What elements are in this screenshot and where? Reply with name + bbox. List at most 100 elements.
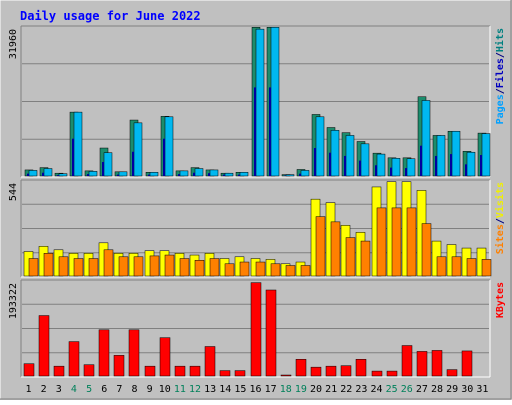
panel-kbytes: 193322 KBytes: [8, 280, 506, 377]
bar-sites-day-30: [467, 259, 476, 276]
bar-files-day-11: [180, 171, 188, 176]
x-tick-day-30: 30: [461, 384, 473, 395]
x-tick-day-28: 28: [431, 384, 443, 395]
x-tick-day-18: 18: [280, 384, 292, 395]
bar-pages-day-6: [102, 162, 104, 176]
bar-sites-day-13: [210, 259, 219, 276]
bar-pages-day-19: [299, 174, 301, 176]
bar-kbytes-day-28: [432, 350, 442, 376]
bar-sites-day-9: [150, 256, 159, 276]
bar-files-day-15: [240, 172, 248, 176]
bar-kbytes-day-29: [447, 370, 457, 376]
x-tick-day-29: 29: [446, 384, 458, 395]
bar-sites-day-29: [452, 257, 461, 276]
x-tick-day-27: 27: [416, 384, 428, 395]
bar-sites-day-8: [134, 257, 143, 276]
bar-pages-day-9: [148, 175, 150, 176]
bar-files-day-12: [195, 169, 203, 176]
bar-files-day-7: [119, 172, 127, 176]
bar-files-day-3: [59, 174, 67, 176]
bar-pages-day-3: [57, 175, 59, 176]
x-tick-day-3: 3: [56, 384, 62, 395]
bar-files-day-23: [361, 144, 369, 176]
bar-pages-day-8: [132, 152, 134, 176]
bar-sites-day-20: [316, 217, 325, 276]
bar-sites-day-16: [256, 262, 265, 276]
bar-kbytes-day-7: [114, 355, 124, 376]
bar-files-day-28: [437, 135, 445, 176]
bar-pages-day-21: [329, 153, 331, 176]
bar-files-day-24: [377, 154, 385, 176]
y-max-label: 544: [8, 183, 19, 201]
x-tick-day-23: 23: [355, 384, 367, 395]
x-tick-day-12: 12: [189, 384, 201, 395]
legend-entry: Pages: [495, 94, 506, 124]
x-tick-day-15: 15: [234, 384, 246, 395]
bar-kbytes-day-19: [296, 359, 306, 376]
bar-kbytes-day-27: [417, 351, 427, 376]
bar-sites-day-31: [482, 259, 491, 276]
bar-sites-day-3: [59, 257, 68, 276]
chart-panels: 31960 Pages/Files/Hits 544 Sites/Visits 1933…: [8, 26, 506, 377]
bar-kbytes-day-21: [326, 366, 336, 376]
bar-files-day-29: [452, 131, 460, 176]
series-legend: KBytes: [495, 282, 506, 318]
bar-pages-day-14: [223, 175, 225, 176]
bar-kbytes-day-30: [462, 351, 472, 376]
legend-entry: Visits: [494, 182, 506, 218]
series-legend: Pages/Files/Hits: [494, 28, 506, 124]
bar-files-day-22: [346, 135, 354, 176]
bar-sites-day-25: [392, 208, 401, 276]
series-legend: Sites/Visits: [494, 182, 506, 254]
bar-sites-day-4: [74, 259, 83, 276]
y-max-label: 31960: [8, 29, 19, 59]
bar-files-day-6: [104, 153, 112, 176]
bar-files-day-19: [301, 170, 309, 176]
bar-pages-day-29: [450, 154, 452, 176]
bar-pages-day-31: [480, 155, 482, 176]
bar-sites-day-6: [104, 250, 113, 276]
panel-visits-sites: 544 Sites/Visits: [8, 180, 506, 277]
bar-pages-day-16: [254, 87, 256, 176]
legend-entry: Hits: [494, 28, 506, 52]
x-tick-day-11: 11: [174, 384, 186, 395]
bar-files-day-13: [210, 170, 218, 176]
bar-files-day-10: [165, 117, 173, 176]
legend-entry: Sites: [494, 224, 506, 254]
chart-title: Daily usage for June 2022: [20, 9, 201, 23]
x-tick-day-7: 7: [116, 384, 122, 395]
bar-kbytes-day-4: [69, 342, 79, 376]
x-tick-day-20: 20: [310, 384, 322, 395]
bar-sites-day-24: [377, 208, 386, 276]
bar-sites-day-5: [89, 259, 98, 276]
bar-kbytes-day-12: [190, 366, 200, 376]
x-tick-day-4: 4: [71, 384, 77, 395]
x-tick-day-6: 6: [101, 384, 107, 395]
bar-sites-day-22: [346, 238, 355, 276]
x-tick-day-24: 24: [371, 384, 383, 395]
bar-kbytes-day-10: [160, 338, 170, 376]
bar-files-day-17: [271, 27, 279, 176]
bar-pages-day-10: [163, 139, 165, 176]
bar-pages-day-5: [87, 174, 89, 176]
bar-files-day-14: [225, 173, 233, 176]
bar-pages-day-26: [405, 168, 407, 176]
bar-sites-day-7: [119, 257, 128, 276]
bar-pages-day-12: [193, 173, 195, 176]
bar-kbytes-day-20: [311, 367, 321, 376]
y-max-label: 193322: [8, 283, 19, 319]
x-tick-day-14: 14: [219, 384, 231, 395]
x-tick-day-2: 2: [41, 384, 47, 395]
bar-kbytes-day-26: [402, 346, 412, 376]
bar-pages-day-30: [465, 164, 467, 176]
bar-pages-day-2: [42, 173, 44, 176]
bar-kbytes-day-14: [220, 371, 230, 376]
bar-pages-day-25: [390, 168, 392, 176]
bar-kbytes-day-25: [387, 371, 397, 376]
bar-pages-day-15: [238, 175, 240, 176]
bar-files-day-2: [44, 169, 52, 176]
bar-sites-day-19: [301, 266, 310, 276]
bar-kbytes-day-2: [39, 316, 49, 376]
